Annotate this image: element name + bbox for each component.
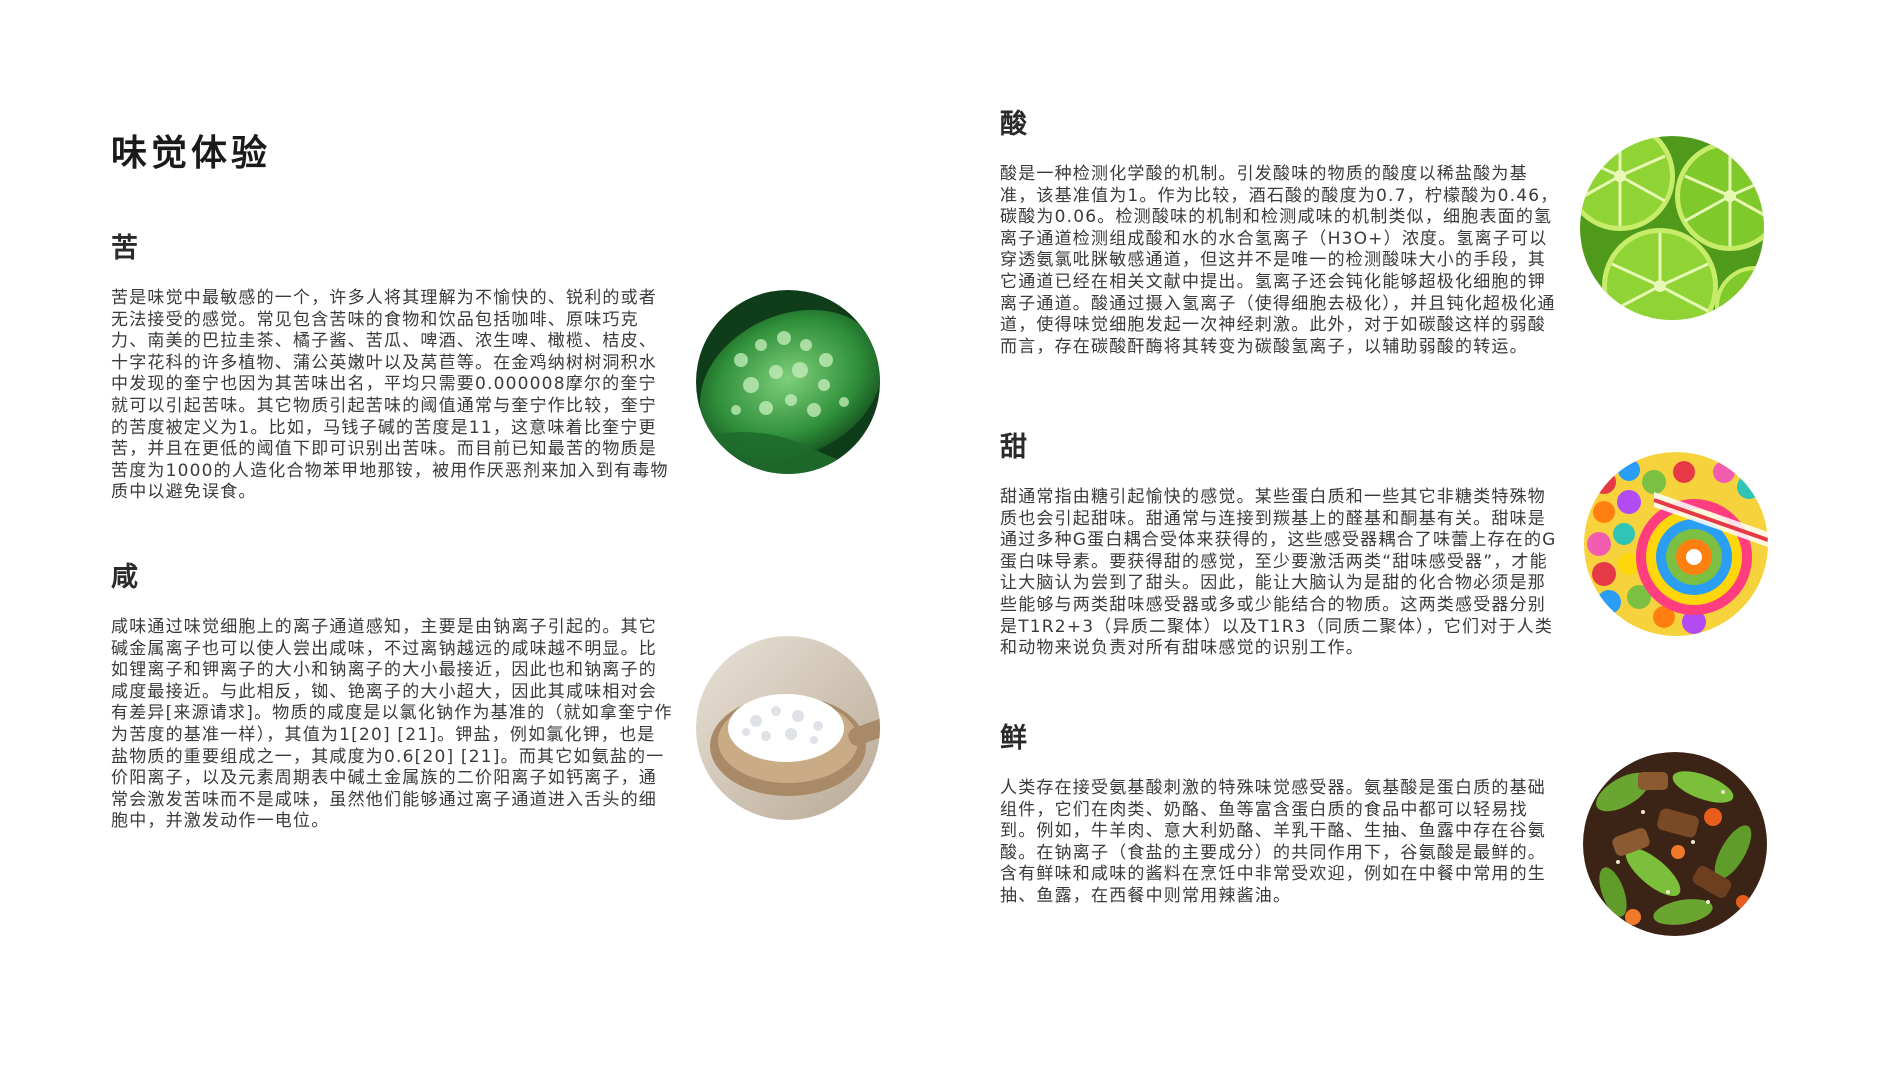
section-heading-salty: 咸	[111, 562, 138, 593]
lime-slices-illustration	[1580, 136, 1764, 320]
candy-lollipop-illustration	[1584, 452, 1768, 636]
section-body-sweet: 甜通常指由糖引起愉快的感觉。某些蛋白质和一些其它非糖类特殊物质也会引起甜味。甜通…	[1000, 487, 1557, 659]
section-heading-umami: 鲜	[1000, 723, 1027, 754]
lime-slices-image	[1580, 136, 1764, 320]
section-heading-sweet: 甜	[1000, 432, 1027, 463]
bitter-melon-illustration	[696, 290, 880, 474]
page-title: 味觉体验	[111, 133, 272, 174]
section-body-umami: 人类存在接受氨基酸刺激的特殊味觉感受器。氨基酸是蛋白质的基础组件，它们在肉类、奶…	[1000, 778, 1546, 906]
bitter-melon-image	[696, 290, 880, 474]
section-heading-bitter: 苦	[111, 233, 138, 264]
section-body-sour: 酸是一种检测化学酸的机制。引发酸味的物质的酸度以稀盐酸为基准，该基准值为1。作为…	[1000, 164, 1559, 357]
stir-fry-illustration	[1583, 752, 1767, 936]
section-sweet: 甜 甜通常指由糖引起愉快的感觉。某些蛋白质和一些其它非糖类特殊物质也会引起甜味。…	[1000, 425, 1555, 658]
section-salty: 咸 咸味通过味觉细胞上的离子通道感知，主要是由钠离子引起的。其它碱金属离子也可以…	[111, 555, 671, 831]
salt-spoon-image	[696, 636, 880, 820]
section-umami: 鲜 人类存在接受氨基酸刺激的特殊味觉感受器。氨基酸是蛋白质的基础组件，它们在肉类…	[1000, 716, 1545, 906]
salt-spoon-illustration	[696, 636, 880, 820]
section-body-salty: 咸味通过味觉细胞上的离子通道感知，主要是由钠离子引起的。其它碱金属离子也可以使人…	[111, 617, 673, 832]
section-heading-sour: 酸	[1000, 109, 1027, 140]
section-bitter: 苦 苦是味觉中最敏感的一个，许多人将其理解为不愉快的、锐利的或者无法接受的感觉。…	[111, 226, 667, 502]
stir-fry-image	[1583, 752, 1767, 936]
candy-lollipop-image	[1584, 452, 1768, 636]
section-sour: 酸 酸是一种检测化学酸的机制。引发酸味的物质的酸度以稀盐酸为基准，该基准值为1。…	[1000, 102, 1557, 357]
section-body-bitter: 苦是味觉中最敏感的一个，许多人将其理解为不愉快的、锐利的或者无法接受的感觉。常见…	[111, 288, 669, 503]
